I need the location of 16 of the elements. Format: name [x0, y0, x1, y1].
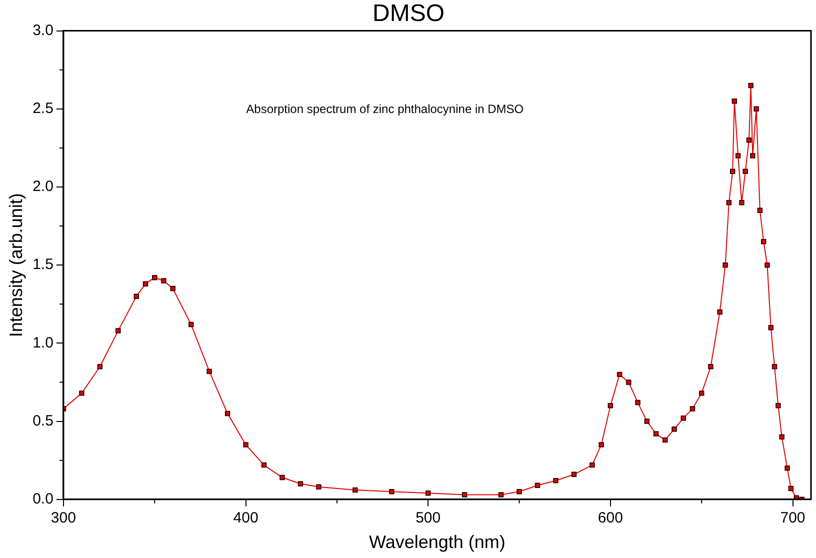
y-tick-label: 1.0	[32, 334, 54, 352]
y-axis-title: Intensity (arb.unit)	[6, 193, 26, 338]
x-tick-label: 400	[233, 510, 258, 527]
x-axis-title: Wavelength (nm)	[369, 532, 506, 552]
chart-title: DMSO	[372, 0, 444, 28]
y-tick-label: 2.0	[32, 178, 54, 196]
y-tick-label: 2.5	[32, 100, 54, 118]
x-tick-label: 500	[416, 510, 441, 527]
x-tick-label: 600	[598, 510, 623, 527]
x-tick-label: 300	[50, 510, 76, 527]
y-tick-label: 0.5	[32, 412, 54, 430]
annotation: Absorption spectrum of zinc phthalocynine in DMSO	[246, 102, 524, 116]
x-tick-label: 700	[780, 510, 806, 527]
y-tick-label: 3.0	[32, 22, 54, 39]
y-tick-label: 0.0	[32, 490, 54, 508]
y-tick-label: 1.5	[32, 256, 54, 274]
